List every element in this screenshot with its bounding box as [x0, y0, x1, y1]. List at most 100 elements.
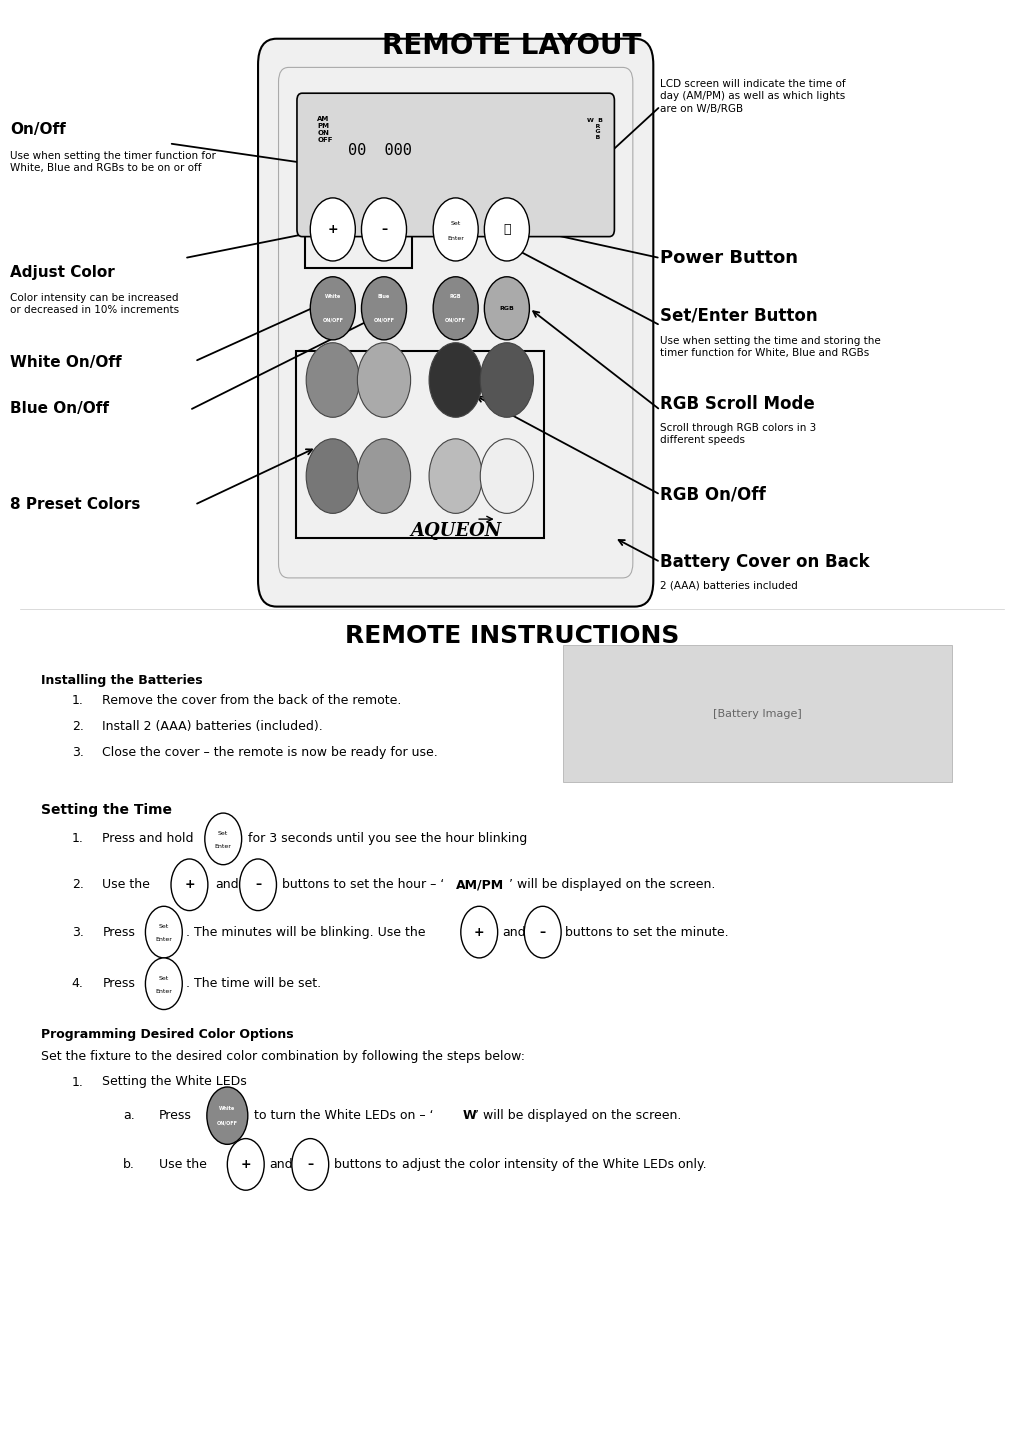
Circle shape: [207, 1087, 248, 1144]
Circle shape: [524, 906, 561, 958]
Text: 2.: 2.: [72, 878, 84, 892]
Text: AM/PM: AM/PM: [456, 878, 504, 892]
Text: buttons to adjust the color intensity of the White LEDs only.: buttons to adjust the color intensity of…: [334, 1157, 707, 1172]
Text: Power Button: Power Button: [660, 250, 799, 267]
Text: ON/OFF: ON/OFF: [217, 1120, 238, 1126]
Text: Press: Press: [102, 977, 135, 991]
Text: Set: Set: [218, 832, 228, 836]
Circle shape: [171, 859, 208, 911]
Text: White: White: [325, 294, 341, 300]
Text: Scroll through RGB colors in 3
different speeds: Scroll through RGB colors in 3 different…: [660, 423, 817, 446]
Text: ON/OFF: ON/OFF: [323, 317, 343, 323]
Text: Blue On/Off: Blue On/Off: [10, 402, 110, 416]
Text: . The minutes will be blinking. Use the: . The minutes will be blinking. Use the: [186, 925, 426, 939]
Circle shape: [145, 906, 182, 958]
Circle shape: [306, 343, 359, 417]
Text: 3.: 3.: [72, 746, 84, 759]
Circle shape: [357, 343, 411, 417]
Text: Install 2 (AAA) batteries (included).: Install 2 (AAA) batteries (included).: [102, 720, 324, 733]
Text: Close the cover – the remote is now be ready for use.: Close the cover – the remote is now be r…: [102, 746, 438, 759]
Text: –: –: [540, 925, 546, 939]
Text: 1.: 1.: [72, 1076, 84, 1088]
Text: Set: Set: [159, 977, 169, 981]
Text: Set: Set: [451, 221, 461, 225]
Circle shape: [433, 277, 478, 340]
FancyBboxPatch shape: [297, 93, 614, 237]
Bar: [296, 351, 544, 538]
Circle shape: [310, 198, 355, 261]
Text: RGB: RGB: [500, 305, 514, 311]
Text: to turn the White LEDs on – ‘: to turn the White LEDs on – ‘: [254, 1108, 433, 1123]
Bar: [305, 191, 412, 268]
Text: 2 (AAA) batteries included: 2 (AAA) batteries included: [660, 581, 799, 591]
Circle shape: [145, 958, 182, 1010]
Text: 4.: 4.: [72, 977, 84, 991]
Text: Use the: Use the: [102, 878, 151, 892]
Text: ON/OFF: ON/OFF: [374, 317, 394, 323]
Text: Enter: Enter: [156, 989, 172, 994]
Text: Set/Enter Button: Set/Enter Button: [660, 307, 818, 324]
Text: ’ will be displayed on the screen.: ’ will be displayed on the screen.: [509, 878, 716, 892]
Circle shape: [433, 198, 478, 261]
Circle shape: [227, 1139, 264, 1190]
Text: +: +: [328, 222, 338, 237]
Text: Press: Press: [159, 1108, 191, 1123]
Circle shape: [484, 198, 529, 261]
Text: RGB On/Off: RGB On/Off: [660, 486, 766, 503]
Text: buttons to set the minute.: buttons to set the minute.: [565, 925, 729, 939]
Circle shape: [205, 813, 242, 865]
Text: W  B
    R
    G
    B: W B R G B: [587, 118, 603, 141]
Circle shape: [484, 277, 529, 340]
Text: Color intensity can be increased
or decreased in 10% increments: Color intensity can be increased or decr…: [10, 293, 179, 315]
Text: b.: b.: [123, 1157, 135, 1172]
Text: –: –: [381, 222, 387, 237]
FancyBboxPatch shape: [258, 39, 653, 607]
Text: REMOTE INSTRUCTIONS: REMOTE INSTRUCTIONS: [345, 624, 679, 648]
Circle shape: [429, 343, 482, 417]
Text: 1.: 1.: [72, 694, 84, 707]
Text: Use when setting the time and storing the
timer function for White, Blue and RGB: Use when setting the time and storing th…: [660, 336, 882, 358]
Text: LCD screen will indicate the time of
day (AM/PM) as well as which lights
are on : LCD screen will indicate the time of day…: [660, 79, 846, 113]
Text: RGB: RGB: [450, 294, 462, 300]
Circle shape: [480, 343, 534, 417]
Circle shape: [461, 906, 498, 958]
Text: Set the fixture to the desired color combination by following the steps below:: Set the fixture to the desired color com…: [41, 1050, 525, 1063]
Circle shape: [480, 439, 534, 513]
Text: and: and: [502, 925, 525, 939]
Text: Installing the Batteries: Installing the Batteries: [41, 674, 203, 687]
Circle shape: [357, 439, 411, 513]
Text: 00  000: 00 000: [348, 143, 412, 158]
Text: White On/Off: White On/Off: [10, 356, 122, 370]
Text: AQUEON: AQUEON: [410, 522, 502, 539]
Text: Adjust Color: Adjust Color: [10, 265, 115, 280]
Text: Enter: Enter: [156, 938, 172, 942]
Text: Press and hold: Press and hold: [102, 832, 194, 846]
Text: +: +: [474, 925, 484, 939]
Text: Enter: Enter: [215, 845, 231, 849]
Text: [Battery Image]: [Battery Image]: [714, 710, 802, 718]
Text: 8 Preset Colors: 8 Preset Colors: [10, 498, 140, 512]
Text: 2.: 2.: [72, 720, 84, 733]
Text: a.: a.: [123, 1108, 134, 1123]
Text: REMOTE LAYOUT: REMOTE LAYOUT: [382, 32, 642, 60]
Text: Use when setting the timer function for
White, Blue and RGBs to be on or off: Use when setting the timer function for …: [10, 151, 216, 174]
Text: –: –: [255, 878, 261, 892]
Text: Set: Set: [159, 925, 169, 929]
Circle shape: [310, 277, 355, 340]
Text: On/Off: On/Off: [10, 122, 66, 136]
Text: 3.: 3.: [72, 925, 84, 939]
Circle shape: [361, 198, 407, 261]
Text: ON/OFF: ON/OFF: [445, 317, 466, 323]
Text: Battery Cover on Back: Battery Cover on Back: [660, 554, 870, 571]
Text: –: –: [307, 1157, 313, 1172]
Bar: [563, 645, 952, 782]
Text: +: +: [241, 1157, 251, 1172]
Text: 1.: 1.: [72, 832, 84, 846]
Text: and: and: [269, 1157, 293, 1172]
Circle shape: [240, 859, 276, 911]
Text: for 3 seconds until you see the hour blinking: for 3 seconds until you see the hour bli…: [248, 832, 527, 846]
Text: buttons to set the hour – ‘: buttons to set the hour – ‘: [282, 878, 443, 892]
Text: . The time will be set.: . The time will be set.: [186, 977, 322, 991]
Circle shape: [429, 439, 482, 513]
Text: Press: Press: [102, 925, 135, 939]
